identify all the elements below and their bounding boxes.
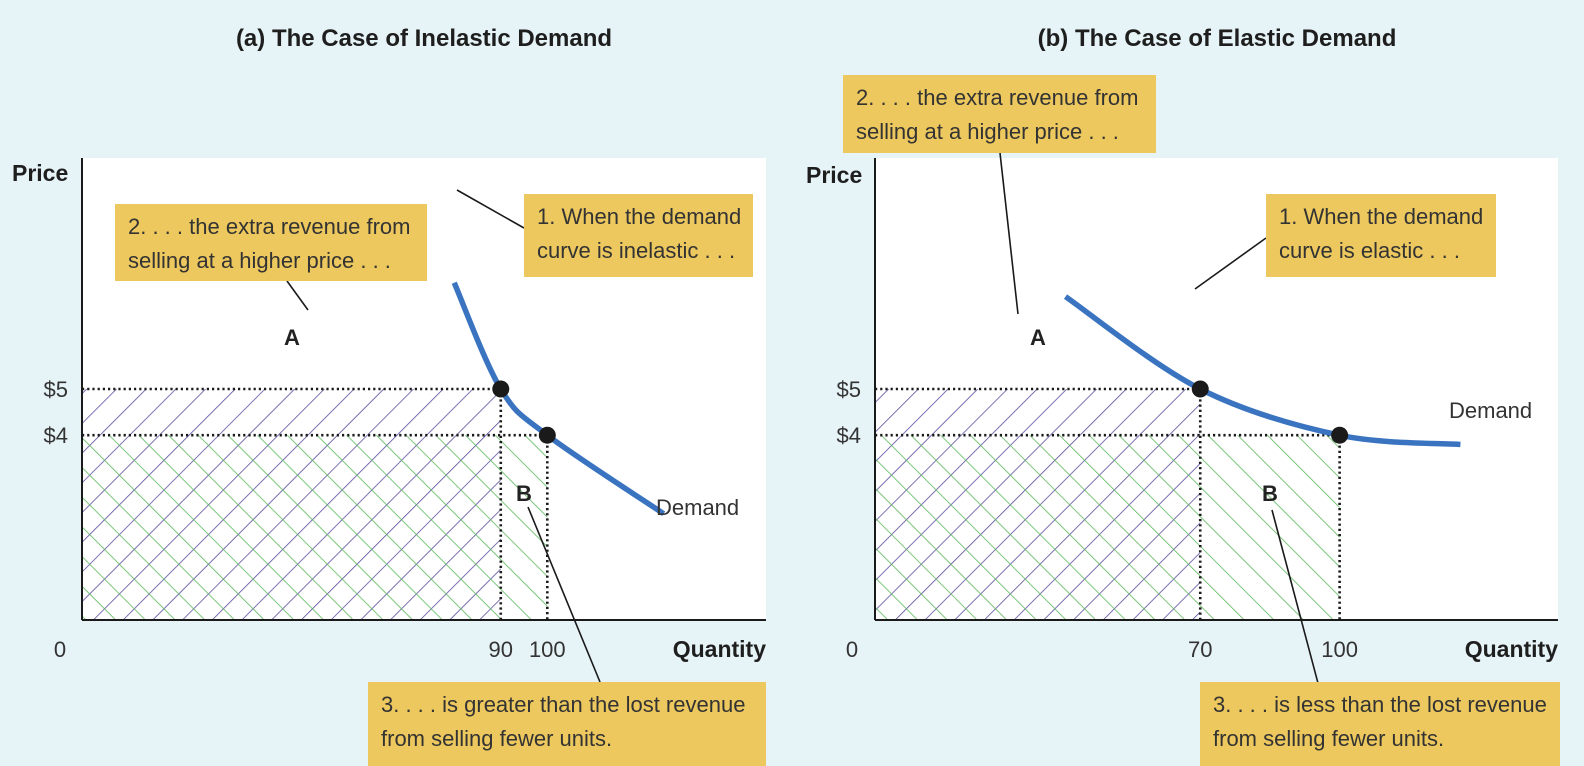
area-a-label: A [284,325,300,350]
area-b-label: B [1262,481,1278,506]
x-tick-label: 90 [489,637,513,662]
y-axis-title: Price [806,162,862,188]
area-b-label: B [516,481,532,506]
callout-text-line: curve is elastic . . . [1279,238,1460,263]
area-b-hatch [875,435,1340,620]
callout-text-line: 2. . . . the extra revenue from [128,214,410,239]
callout-text-line: 3. . . . is greater than the lost revenu… [381,692,745,717]
callout-text-line: selling at a higher price . . . [856,119,1119,144]
demand-point-1 [1191,380,1209,398]
x-axis-title: Quantity [1465,636,1558,662]
callout-pointer [1194,237,1267,290]
panel-title: (a) The Case of Inelastic Demand [236,25,612,52]
callout-box [368,682,766,766]
y-tick-label: $5 [44,377,68,402]
x-axis-title: Quantity [673,636,766,662]
callout-text-line: selling at a higher price . . . [128,248,391,273]
x-tick-label: 100 [1321,637,1358,662]
area-a-label: A [1030,325,1046,350]
callout-text-line: 1. When the demand [1279,204,1483,229]
callout-box [115,204,427,281]
y-axis-title: Price [12,160,68,186]
callout-box [1266,194,1496,277]
y-tick-label: $5 [837,377,861,402]
callout-box [843,75,1156,153]
callout-box [1200,682,1560,766]
y-tick-label: $4 [837,423,861,448]
callout-text-line: from selling fewer units. [1213,726,1444,751]
origin-label: 0 [846,637,858,662]
demand-curve [1063,294,1461,448]
callout-pointer [286,280,309,311]
callout-pointer [527,506,601,683]
x-tick-label: 100 [529,637,566,662]
origin-label: 0 [54,637,66,662]
callout-text-line: curve is inelastic . . . [537,238,735,263]
callout-2: 1. When the demand curve is inelastic . .… [456,189,753,277]
demand-curve [451,281,666,517]
callout-box [524,194,753,277]
panel-b: (b) The Case of Elastic Demand Price Quant… [806,25,1560,766]
callout-1: 2. . . . the extra revenue from selling a… [115,204,427,311]
callout-text-line: 3. . . . is less than the lost revenue [1213,692,1547,717]
callout-text-line: 1. When the demand [537,204,741,229]
x-tick-label: 70 [1188,637,1212,662]
demand-point-2 [1331,426,1349,444]
callout-text-line: from selling fewer units. [381,726,612,751]
panel-title: (b) The Case of Elastic Demand [1038,25,1397,52]
demand-curve-label: Demand [1449,398,1532,423]
callout-3: 3. . . . is less than the lost revenue fr… [1200,509,1560,766]
demand-curve-label: Demand [656,495,739,520]
callout-2: 1. When the demand curve is elastic . . . [1194,194,1496,290]
callout-pointer [456,189,525,229]
demand-point-2 [538,426,556,444]
demand-point-1 [492,380,510,398]
area-b-hatch [82,435,548,620]
panel-a: (a) The Case of Inelastic Demand Price Qua… [12,25,766,766]
callout-3: 3. . . . is greater than the lost revenu… [368,506,766,766]
callout-1: 2. . . . the extra revenue from selling a… [843,75,1156,315]
y-tick-label: $4 [44,423,68,448]
callout-pointer [999,152,1019,315]
callout-text-line: 2. . . . the extra revenue from [856,85,1138,110]
